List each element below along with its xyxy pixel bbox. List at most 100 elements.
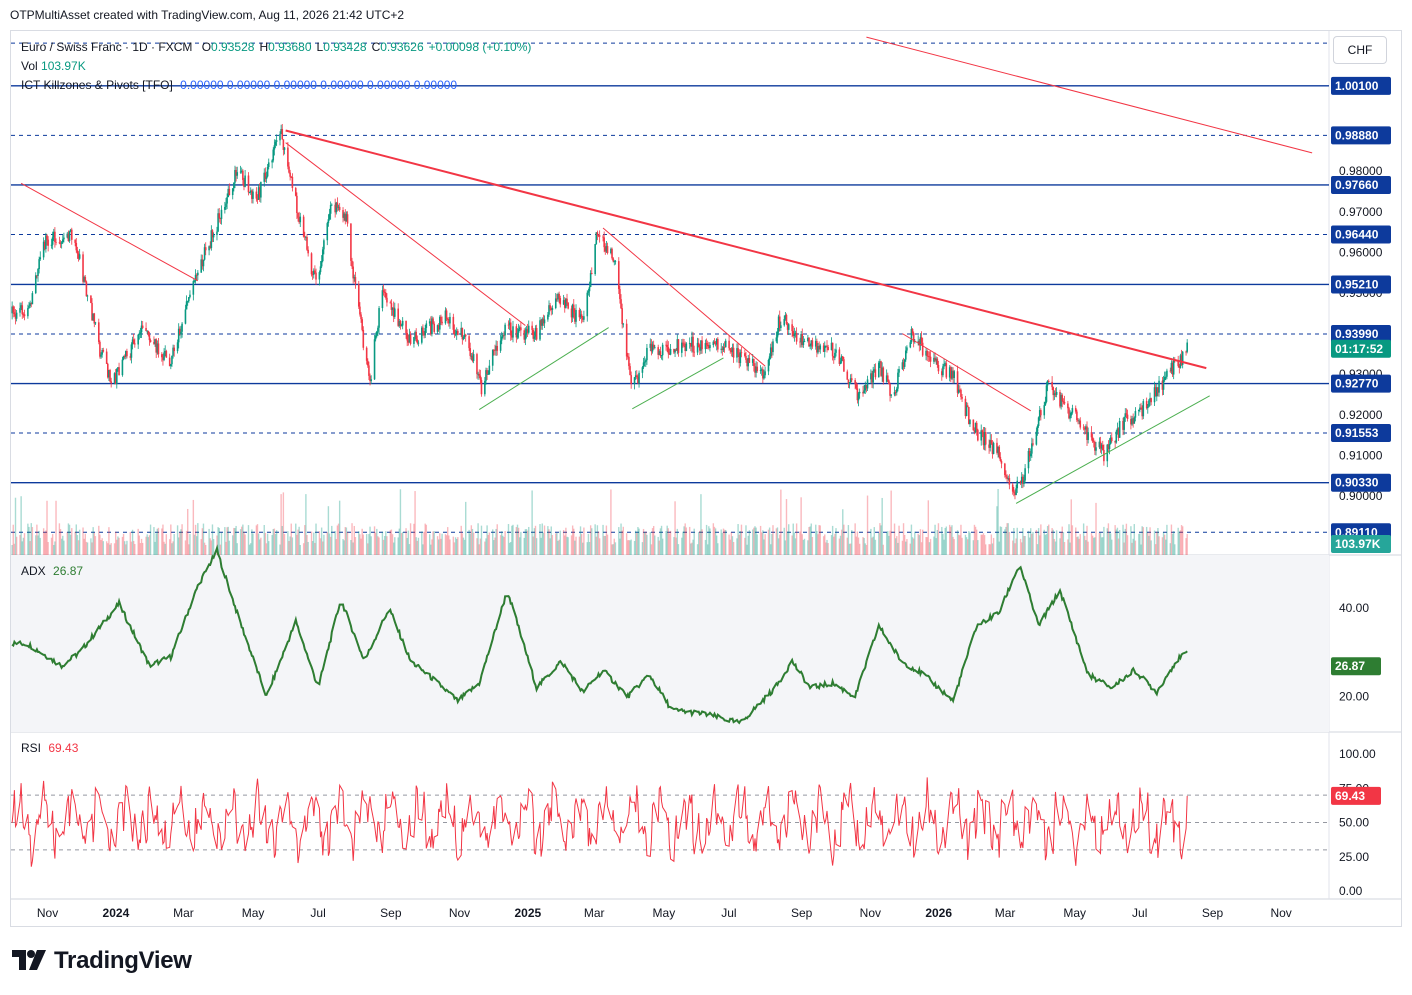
volume-bar	[290, 523, 292, 555]
candle-body	[500, 336, 503, 341]
volume-bar	[721, 532, 724, 555]
symbol-legend[interactable]: Euro / Swiss Franc · 1D · FXCM O0.93528 H…	[21, 40, 531, 54]
candle-body	[157, 343, 160, 355]
volume-bar	[953, 539, 955, 555]
rsi-legend[interactable]: RSI 69.43	[21, 741, 78, 755]
volume-bar	[556, 532, 558, 555]
volume-bar	[438, 539, 440, 555]
candle-body	[857, 393, 860, 401]
candle-body	[281, 129, 284, 140]
volume-bar	[91, 542, 93, 555]
red-trendline[interactable]	[285, 142, 526, 326]
volume-bar	[310, 531, 313, 555]
volume-bar	[996, 506, 998, 555]
volume-bar	[700, 494, 702, 555]
volume-bar	[373, 526, 376, 555]
red-trendline[interactable]	[285, 129, 1207, 370]
candle-body	[272, 149, 275, 161]
candle-body	[251, 190, 253, 199]
adx-legend[interactable]: ADX 26.87	[21, 564, 83, 578]
volume-legend[interactable]: Vol 103.97K	[21, 59, 86, 73]
indicator-legend[interactable]: ICT Killzones & Pivots [TFO] 0.00000 0.0…	[21, 78, 457, 92]
candle-body	[693, 351, 695, 353]
time-axis-tick: 2026	[925, 906, 952, 920]
volume-bar	[359, 534, 361, 555]
candle-body	[825, 345, 827, 347]
volume-bar	[1185, 538, 1187, 555]
volume-bar	[360, 538, 362, 555]
candle-body	[352, 266, 354, 279]
candle-body	[864, 384, 867, 391]
candle-body	[1126, 414, 1129, 419]
volume-bar	[311, 541, 314, 555]
volume-bar	[145, 536, 147, 555]
candle-body	[1181, 351, 1184, 365]
volume-bar	[973, 524, 976, 555]
candle-body	[323, 240, 325, 250]
chart-canvas[interactable]: 0.980000.970000.960000.950000.930000.920…	[11, 31, 1401, 926]
candle-body	[1013, 491, 1015, 493]
candle-body	[801, 334, 804, 346]
volume-bar	[322, 541, 324, 555]
volume-bar	[476, 538, 478, 555]
volume-bar	[44, 532, 46, 555]
volume-bar	[957, 534, 960, 555]
volume-bar	[428, 534, 431, 555]
red-trendline[interactable]	[902, 333, 1031, 412]
volume-bar	[896, 536, 898, 555]
candle-body	[1123, 416, 1125, 430]
volume-bar	[992, 537, 995, 555]
candle-body	[194, 274, 197, 282]
volume-bar	[326, 532, 328, 555]
adx-line[interactable]	[11, 544, 1188, 725]
volume-bar	[768, 527, 771, 555]
green-trendline[interactable]	[1015, 395, 1210, 504]
volume-bar	[486, 525, 488, 555]
volume-bar	[549, 538, 551, 555]
candle-body	[834, 352, 836, 358]
volume-bar	[628, 540, 630, 555]
volume-bar	[759, 525, 762, 555]
volume-bar	[714, 528, 717, 555]
volume-bar	[236, 543, 238, 555]
red-trendline[interactable]	[866, 36, 1313, 154]
volume-bar	[288, 541, 290, 555]
candle-body	[342, 210, 344, 218]
candle-body	[52, 231, 55, 238]
volume-bar	[1170, 524, 1173, 555]
rsi-line[interactable]	[11, 777, 1188, 867]
chart-frame[interactable]: 0.980000.970000.960000.950000.930000.920…	[10, 30, 1402, 927]
volume-bar	[180, 529, 182, 555]
candle-body	[917, 340, 919, 342]
volume-bar	[559, 530, 561, 555]
volume-bar	[117, 536, 119, 555]
candle-body	[457, 330, 459, 336]
tradingview-logo[interactable]: TradingView	[12, 947, 192, 975]
candle-body	[763, 375, 765, 379]
volume-bar	[998, 541, 1000, 555]
volume-bar	[361, 528, 363, 555]
red-trendline[interactable]	[602, 227, 766, 367]
candle-body	[407, 340, 410, 343]
green-trendline[interactable]	[632, 357, 724, 410]
volume-bar	[855, 536, 857, 555]
green-trendline[interactable]	[478, 327, 609, 411]
volume-bar	[220, 532, 223, 555]
volume-bar	[1140, 544, 1142, 555]
candle-body	[1101, 444, 1104, 450]
candle-body	[730, 349, 733, 353]
red-trendline[interactable]	[20, 182, 199, 282]
volume-bar	[911, 537, 914, 555]
candle-body	[366, 360, 369, 366]
volume-bar	[234, 528, 236, 555]
currency-unit-button[interactable]: CHF	[1333, 36, 1387, 64]
volume-bar	[1115, 529, 1117, 555]
volume-bar	[461, 533, 464, 555]
candle-body	[856, 388, 859, 401]
candle-body	[1083, 428, 1086, 430]
volume-bar	[304, 525, 306, 555]
volume-bar	[980, 534, 982, 555]
candle-body	[1062, 401, 1065, 403]
volume-bar	[794, 538, 797, 555]
volume-bar	[211, 524, 214, 555]
